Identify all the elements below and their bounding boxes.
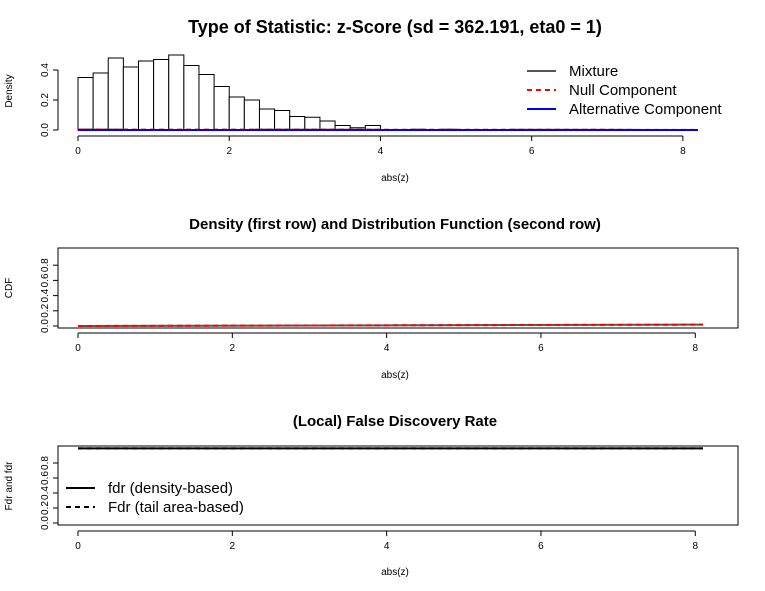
histogram-bar xyxy=(153,59,170,131)
x-tick-label: 4 xyxy=(384,343,390,354)
y-tick-label: 0.4 xyxy=(40,486,51,500)
x-axis-label: abs(z) xyxy=(381,173,409,184)
histogram-bar xyxy=(319,120,336,131)
x-tick-label: 8 xyxy=(680,146,686,157)
y-tick-label: 0.6 xyxy=(40,471,51,485)
y-tick-label: 0.8 xyxy=(40,258,51,272)
histogram-bar xyxy=(183,65,200,131)
y-tick-label: 0.0 xyxy=(40,516,51,530)
panel-title-fdr: (Local) False Discovery Rate xyxy=(293,413,497,430)
x-tick-label: 4 xyxy=(384,541,390,552)
histogram-bar xyxy=(168,54,185,131)
x-axis-label: abs(z) xyxy=(381,370,409,381)
y-tick-label: 0.4 xyxy=(40,63,51,77)
x-tick-label: 0 xyxy=(75,146,81,157)
x-tick-label: 2 xyxy=(226,146,232,157)
x-tick-label: 8 xyxy=(693,343,699,354)
x-tick-label: 4 xyxy=(378,146,384,157)
x-axis-label: abs(z) xyxy=(381,567,409,578)
cdf-panel: Density (first row) and Distribution Fun… xyxy=(4,216,739,381)
y-tick-label: 0.2 xyxy=(40,501,51,515)
x-tick-label: 6 xyxy=(538,541,544,552)
y-tick-label: 0.6 xyxy=(40,273,51,287)
histogram-bar xyxy=(137,60,155,131)
histogram-bar xyxy=(274,110,291,131)
histogram-bar xyxy=(289,116,306,131)
y-axis-label: Density xyxy=(4,74,15,107)
legend-label: Alternative Component xyxy=(569,101,722,118)
y-tick-label: 0.8 xyxy=(40,456,51,470)
legend-label: Mixture xyxy=(569,63,618,80)
histogram-panel: abs(z) Density 0 2 4 6 8 0.0 0.2 0.4 Mixture Null… xyxy=(4,54,722,184)
histogram-bar xyxy=(243,99,260,131)
histogram-bar xyxy=(77,77,94,131)
x-tick-label: 6 xyxy=(529,146,535,157)
x-tick-label: 6 xyxy=(538,343,544,354)
x-tick-label: 0 xyxy=(75,343,81,354)
histogram-bar xyxy=(228,96,245,131)
histogram-bar xyxy=(92,72,109,131)
y-tick-label: 0.2 xyxy=(40,303,51,317)
y-tick-label: 0.0 xyxy=(40,123,51,137)
y-axis-label: CDF xyxy=(4,278,15,299)
legend-label: Null Component xyxy=(569,82,677,99)
x-tick-label: 8 xyxy=(693,541,699,552)
main-title: Type of Statistic: z-Score (sd = 362.191… xyxy=(188,17,602,37)
x-tick-label: 0 xyxy=(75,541,81,552)
fdr-panel: (Local) False Discovery Rate abs(z) Fdr … xyxy=(4,413,739,578)
x-tick-label: 2 xyxy=(230,343,236,354)
legend-label: Fdr (tail area-based) xyxy=(108,499,244,516)
histogram-bar xyxy=(304,116,321,131)
y-tick-label: 0.0 xyxy=(40,319,51,333)
histogram-bar xyxy=(198,74,215,131)
plot-frame xyxy=(57,247,739,329)
y-tick-label: 0.4 xyxy=(40,288,51,302)
series-line xyxy=(77,323,704,327)
panel-title-cdf: Density (first row) and Distribution Fun… xyxy=(189,216,601,233)
histogram-bar xyxy=(122,66,139,131)
y-tick-label: 0.2 xyxy=(40,93,51,107)
histogram-bar xyxy=(258,108,276,131)
histogram-bar xyxy=(107,57,124,131)
legend-label: fdr (density-based) xyxy=(108,480,233,497)
x-tick-label: 2 xyxy=(230,541,236,552)
histogram-bar xyxy=(213,86,230,131)
y-axis-label: Fdr and fdr xyxy=(4,461,15,511)
